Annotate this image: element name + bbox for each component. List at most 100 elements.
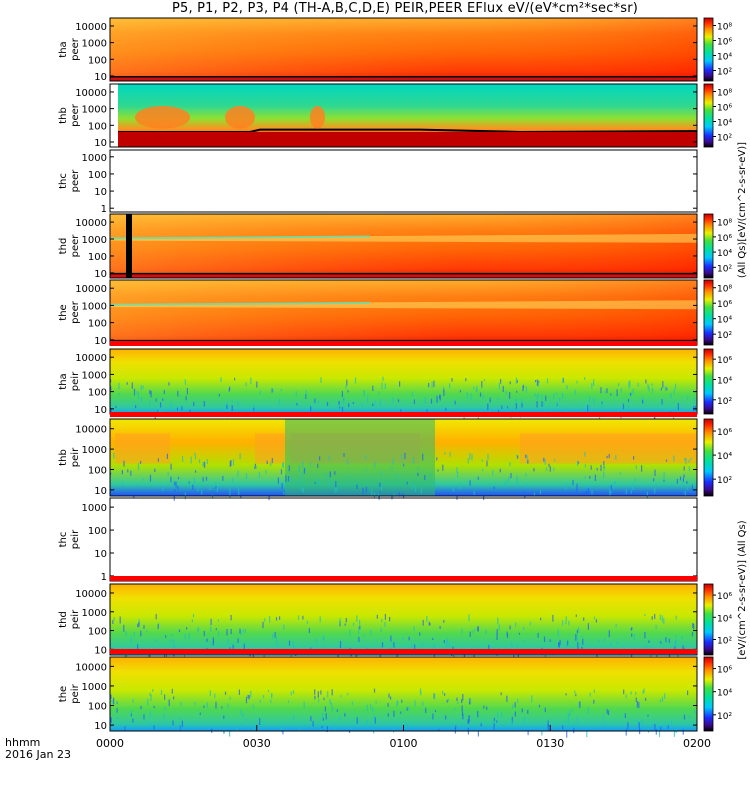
y-axis-label-probe: thb <box>58 107 69 124</box>
colorbar-tick-label: 10⁸ <box>717 285 732 295</box>
panel-thc-peer: 1 10 100 1000 thc peer <box>58 149 698 215</box>
y-axis-label-probe: the <box>58 686 69 702</box>
colorbar-unit-label: (All Qs)[eV/(cm^2-s-sr-eV)] <box>737 142 748 278</box>
colorbar-tick-label: 10⁶ <box>717 300 732 310</box>
spectrogram-thd-peir <box>110 584 697 655</box>
y-tick-label: 100 <box>88 121 107 132</box>
panel-thd-peer: 10 100 1000 10000 thd peer 10² 10⁴ 10⁶ 10⁸ <box>58 213 732 280</box>
y-axis-label-probe: thb <box>58 449 69 466</box>
colorbar-tick-label: 10⁶ <box>717 38 732 48</box>
y-tick-label: 1000 <box>82 105 107 116</box>
flux-band <box>110 233 697 243</box>
panel-tha-peir: 10 100 1000 10000 tha peir 10² 10⁴ 10⁶ <box>58 341 732 421</box>
y-tick-label: 10000 <box>75 589 107 600</box>
noise-speckles <box>110 688 696 738</box>
y-tick-label: 100 <box>88 252 107 263</box>
noise-speckles <box>110 451 693 501</box>
panel-thc-peir: 1 10 100 1000 thc peir <box>58 497 698 583</box>
colorbar-thb-peir <box>703 418 714 497</box>
panel-frame <box>109 83 698 148</box>
colorbar-tick-label: 10² <box>717 476 732 486</box>
spectrogram-shading <box>110 214 697 278</box>
y-tick-label: 1 <box>101 572 107 583</box>
y-tick-label: 1000 <box>82 370 107 381</box>
colorbar-tick-label: 10⁶ <box>717 592 732 602</box>
y-axis-label-species: peer <box>70 103 81 127</box>
figure-title: P5, P1, P2, P3, P4 (TH-A,B,C,D,E) PEIR,P… <box>171 1 639 16</box>
y-tick-label: 10000 <box>75 353 107 364</box>
y-axis-label-species: peer <box>70 300 81 324</box>
colorbar-tick-label: 10² <box>717 264 732 274</box>
y-tick-label: 100 <box>88 388 107 399</box>
panel-frame <box>109 149 698 213</box>
flux-enhancement <box>135 106 190 129</box>
panel-thb-peer: 10 100 1000 10000 thb peer 10² 10⁴ 10⁶ 10⁸ <box>58 83 732 149</box>
colorbar-tick-label: 10⁴ <box>717 316 732 326</box>
y-axis-label-probe: tha <box>58 41 69 57</box>
ion-dropout <box>285 419 435 496</box>
y-tick-label: 10000 <box>75 425 107 436</box>
flux-edge <box>109 235 371 240</box>
y-tick-label: 1000 <box>82 39 107 50</box>
y-axis-label-species: peir <box>70 683 81 703</box>
panel-the-peer: 10 100 1000 10000 the peer 10² 10⁴ 10⁶ 10⁸ <box>58 279 732 347</box>
y-tick-label: 1000 <box>82 682 107 693</box>
y-tick-label: 10 <box>94 721 107 732</box>
y-tick-label: 100 <box>88 465 107 476</box>
panel-the-peir: 10 100 1000 10000 the peir 10² 10⁴ 10⁶ <box>58 649 732 738</box>
colorbar-tick-label: 10⁸ <box>717 219 732 229</box>
y-axis-label-species: peer <box>70 234 81 258</box>
colorbar-tha-peir <box>703 348 714 415</box>
y-tick-label: 10 <box>94 645 107 656</box>
y-tick-label: 10000 <box>75 88 107 99</box>
colorbar-the-peir <box>703 656 714 732</box>
colorbar-unit-label: [eV/(cm^2-s-sr-eV)] (All Qs) <box>737 520 748 659</box>
saturation-stripe <box>110 412 697 417</box>
date-label: 2016 Jan 23 <box>5 748 71 761</box>
y-axis-label-probe: thd <box>58 238 69 255</box>
colorbar-tick-label: 10² <box>717 68 732 78</box>
y-tick-label: 100 <box>88 55 107 66</box>
y-axis-label-species: peer <box>70 169 81 193</box>
panel-frame <box>109 583 698 656</box>
y-tick-label: 10000 <box>75 218 107 229</box>
y-tick-label: 1000 <box>82 153 107 164</box>
flux-enhancement <box>310 106 325 129</box>
y-axis-label-probe: the <box>58 304 69 320</box>
y-tick-label: 10000 <box>75 662 107 673</box>
y-axis-label-species: peir <box>70 609 81 629</box>
y-axis-label-species: peir <box>70 447 81 467</box>
colorbar-tick-label: 10⁸ <box>717 89 732 99</box>
y-tick-label: 1000 <box>82 608 107 619</box>
spectrogram-shading <box>110 280 697 345</box>
flux-enhancement <box>225 106 255 129</box>
x-tick-label: 0030 <box>243 737 271 750</box>
x-tick-label: 0000 <box>96 737 124 750</box>
y-axis-label-probe: thd <box>58 611 69 628</box>
low-energy-strip <box>118 131 697 147</box>
y-axis-label-species: peir <box>70 529 81 549</box>
y-tick-label: 10 <box>94 336 107 347</box>
colorbar-tick-label: 10⁴ <box>717 614 732 624</box>
y-axis-label-probe: tha <box>58 373 69 389</box>
colorbar-tick-label: 10⁸ <box>717 23 732 33</box>
y-tick-label: 1000 <box>82 503 107 514</box>
flux-enhancement <box>520 433 697 464</box>
panel-thb-peir: 10 100 1000 10000 thb peir 10² 10⁴ 10⁶ <box>58 412 732 501</box>
colorbar-tick-label: 10² <box>717 636 732 646</box>
colorbar-tick-label: 10⁴ <box>717 452 732 462</box>
flux-enhancement <box>115 433 170 464</box>
y-tick-label: 10 <box>94 549 107 560</box>
colorbar-tick-label: 10² <box>717 397 732 407</box>
flux-edge <box>109 301 371 306</box>
y-tick-label: 100 <box>88 627 107 638</box>
y-tick-label: 100 <box>88 319 107 330</box>
y-axis-label-probe: thc <box>58 173 69 189</box>
saturation-stripe <box>110 341 697 346</box>
colorbar-tick-label: 10⁴ <box>717 689 732 699</box>
colorbar-tick-label: 10⁴ <box>717 53 732 63</box>
saturation-stripe <box>110 576 697 581</box>
panel-frame <box>109 418 698 497</box>
spectrogram-the-peir <box>110 657 697 731</box>
time-axis-label: hhmm <box>5 736 40 749</box>
